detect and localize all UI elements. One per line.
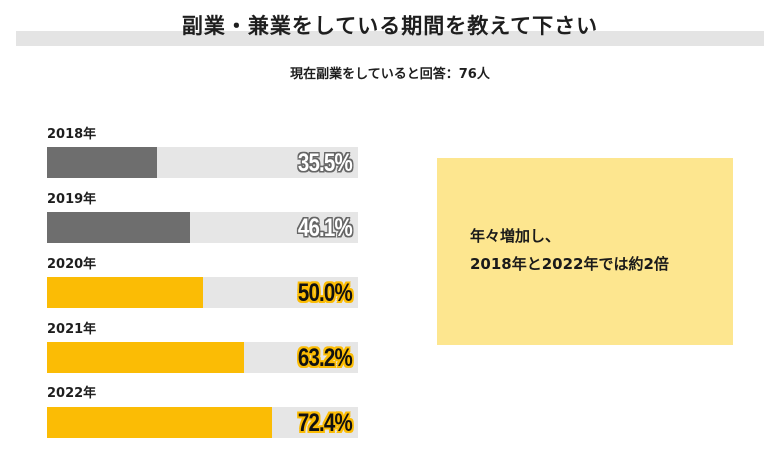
callout-line-2: 2018年と2022年では約2倍 (470, 255, 669, 273)
bar-fill-2018 (47, 147, 158, 178)
chart-subtitle: 現在副業をしていると回答：76人 (290, 67, 490, 82)
callout-text: 年々増加し、 2018年と2022年では約2倍 (470, 222, 669, 278)
row-label-2020: 2020年 (47, 257, 97, 272)
bar-value-2021: 63.2% (297, 344, 353, 372)
chart-title: 副業・兼業をしている期間を教えて下さい (181, 14, 599, 38)
bar-track-2021: 63.2% (47, 342, 358, 373)
bar-track-2018: 35.5% (47, 147, 358, 178)
bar-track-2022: 72.4% (47, 407, 358, 438)
bar-value-2018: 35.5% (297, 149, 353, 177)
bar-fill-2020 (47, 277, 203, 308)
row-label-2018: 2018年 (47, 127, 97, 142)
bar-track-2020: 50.0% (47, 277, 358, 308)
row-label-2021: 2021年 (47, 322, 97, 337)
callout-line-1: 年々増加し、 (470, 227, 561, 245)
bar-track-2019: 46.1% (47, 212, 358, 243)
row-label-2019: 2019年 (47, 192, 97, 207)
bar-fill-2022 (47, 407, 273, 438)
callout-box: 年々増加し、 2018年と2022年では約2倍 (437, 158, 733, 345)
title-band (16, 31, 764, 46)
bar-value-2022: 72.4% (297, 409, 353, 437)
bar-fill-2021 (47, 342, 244, 373)
bar-fill-2019 (47, 212, 191, 243)
row-label-2022: 2022年 (47, 386, 97, 401)
bar-value-2019: 46.1% (297, 214, 353, 242)
bar-value-2020: 50.0% (297, 279, 353, 307)
